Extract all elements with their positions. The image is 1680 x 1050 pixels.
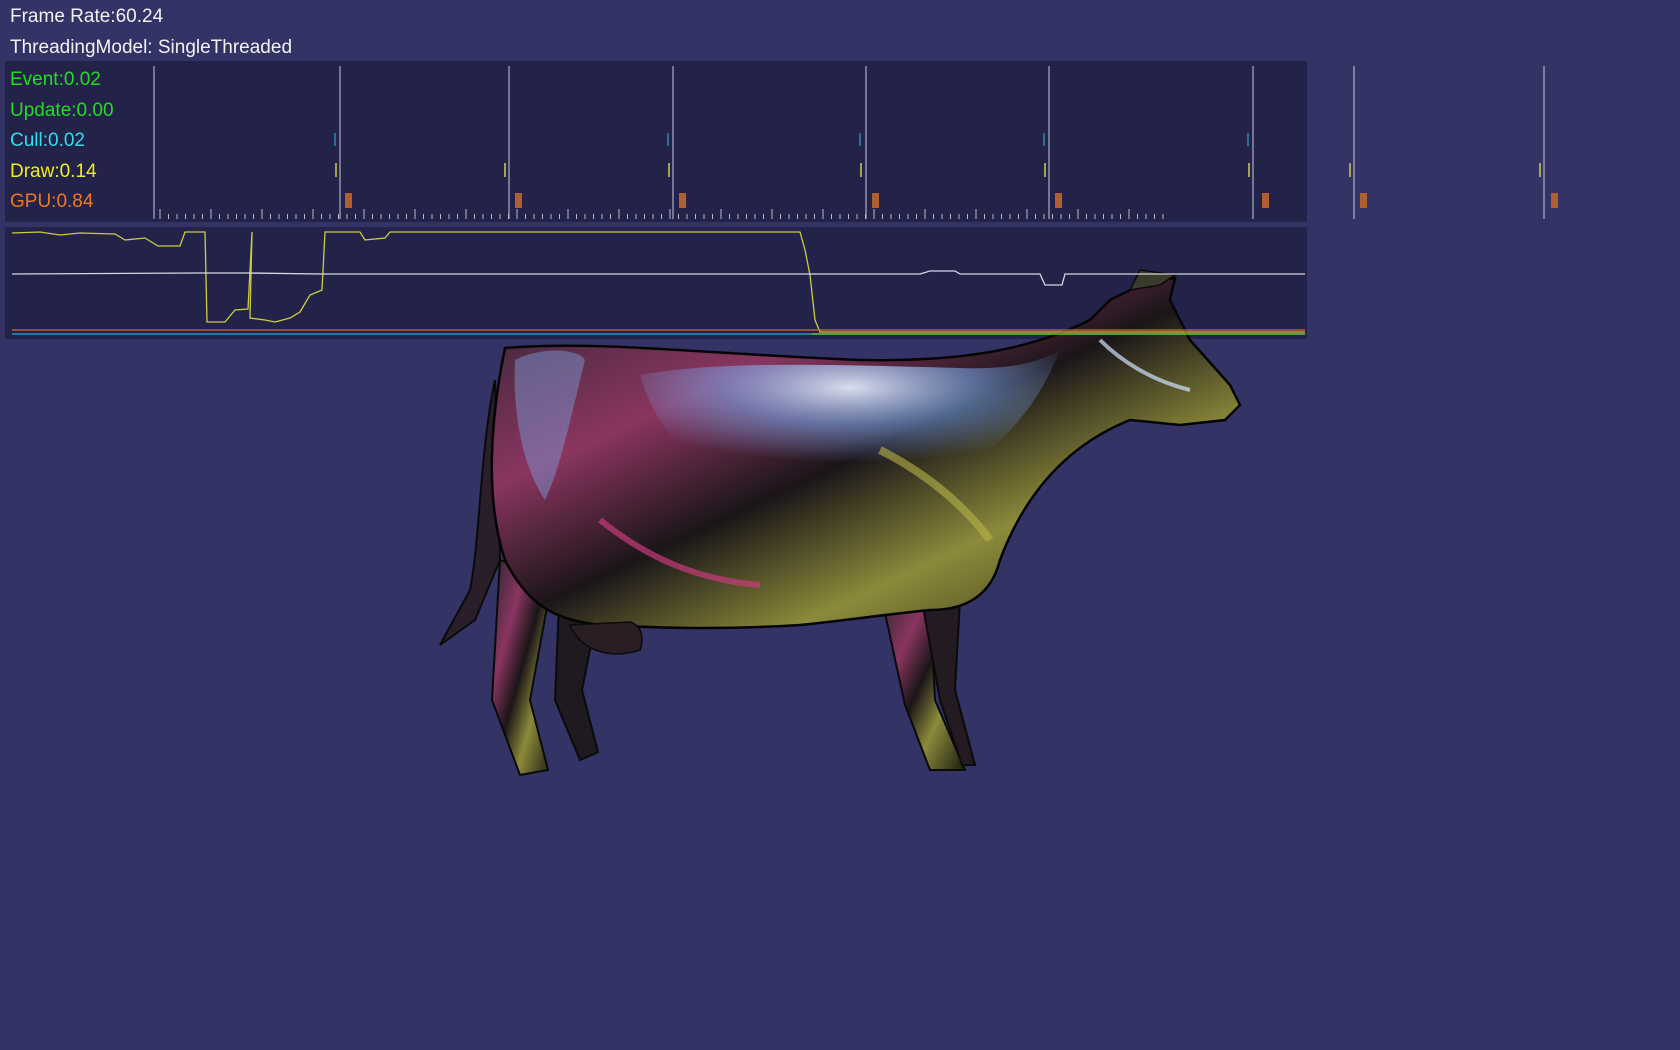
cow-horn [1128, 269, 1178, 291]
stat-event: Event:0.02 [10, 69, 101, 90]
stat-gpu: GPU:0.84 [10, 191, 94, 212]
stat-update: Update:0.00 [10, 100, 114, 121]
stats-timing-panel: Event:0.02 Update:0.00 Cull:0.02 Draw:0.… [5, 61, 1307, 222]
gpu-bar [1551, 193, 1558, 208]
draw-bars [335, 163, 1541, 177]
frame-rate-series [11, 270, 1305, 286]
gpu-bar [515, 193, 522, 208]
frame-timeline-graph [153, 66, 1558, 219]
cow-tail [439, 379, 502, 646]
draw-time-series [11, 231, 1305, 333]
gpu-bar [1262, 193, 1269, 208]
stat-draw: Draw:0.14 [10, 161, 97, 182]
gpu-bar [1055, 193, 1062, 208]
gpu-bars [345, 193, 1558, 208]
threading-model-label: ThreadingModel: SingleThreaded [10, 37, 293, 58]
frame-rate-label: Frame Rate:60.24 [10, 6, 164, 27]
stats-series-lines [11, 231, 1305, 335]
cow-udder [568, 621, 643, 655]
timeline-ticks [159, 209, 1164, 219]
cow-model [439, 269, 1242, 777]
gpu-bar [1360, 193, 1367, 208]
stat-cull: Cull:0.02 [10, 130, 85, 151]
gpu-bar [872, 193, 879, 208]
frame-marker-lines [153, 66, 1545, 219]
cull-bars [334, 133, 1249, 146]
cow-reflection [640, 350, 1060, 476]
gpu-bar [345, 193, 352, 208]
gpu-bar [679, 193, 686, 208]
